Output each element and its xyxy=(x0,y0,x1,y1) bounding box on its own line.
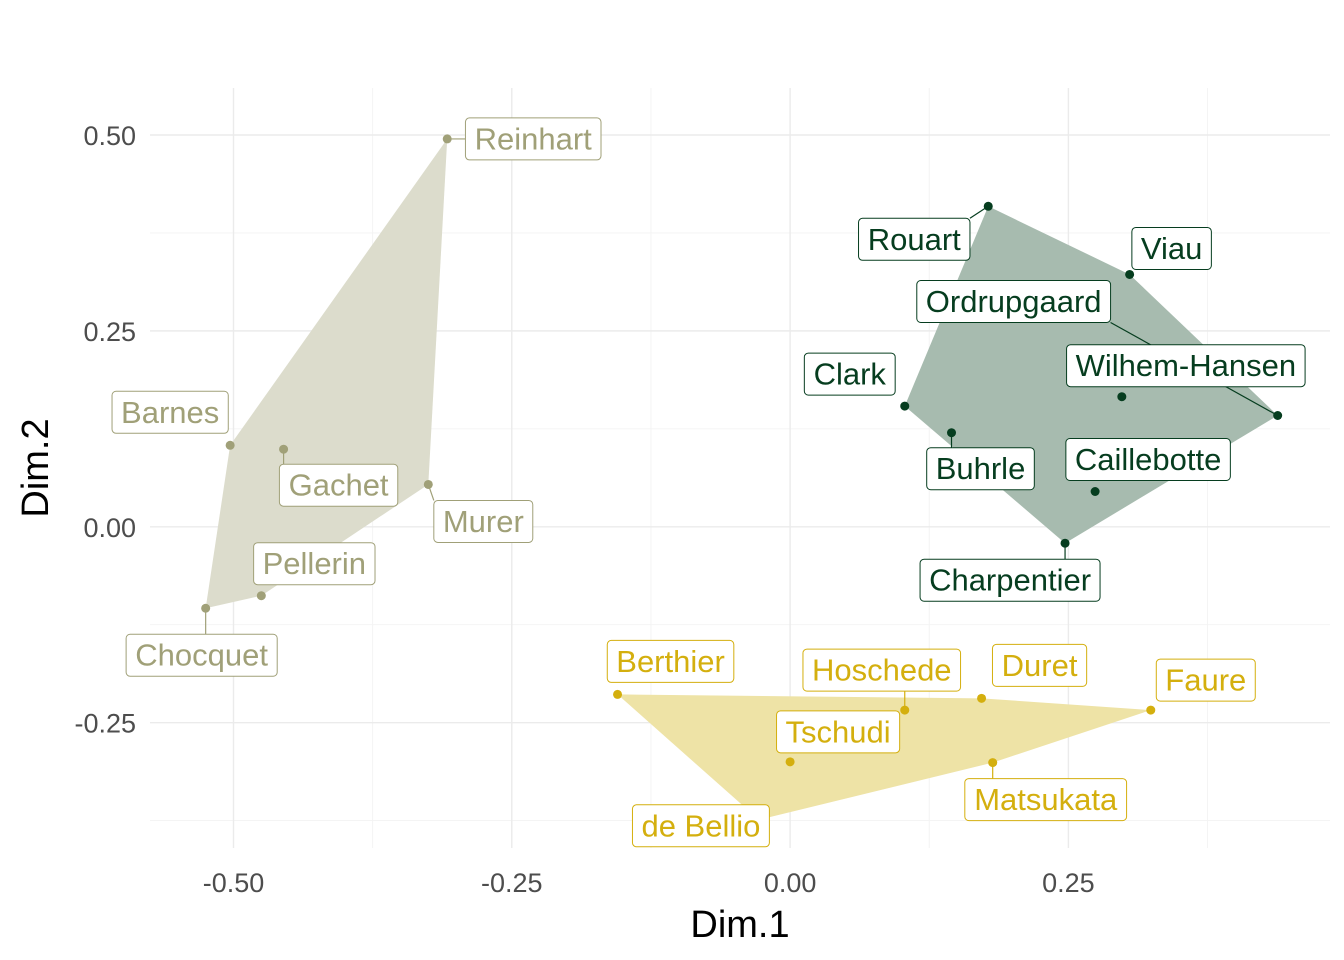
point-label-box xyxy=(1155,658,1256,702)
point-label-box xyxy=(278,463,399,507)
point-label: Rouart xyxy=(868,222,961,257)
point-label: Berthier xyxy=(616,644,725,679)
point-label-box xyxy=(433,499,534,543)
data-point xyxy=(900,401,910,411)
data-point xyxy=(1117,392,1127,402)
point-label: Ordrupgaard xyxy=(926,284,1102,319)
point-label: de Bellio xyxy=(641,808,760,843)
point-label-box xyxy=(1131,226,1212,270)
point-label-box xyxy=(916,280,1112,324)
x-tick-label: 0.00 xyxy=(764,868,817,898)
data-point xyxy=(977,693,987,703)
data-point xyxy=(983,201,993,211)
point-label: Chocquet xyxy=(135,638,268,673)
x-tick-label: -0.50 xyxy=(203,868,265,898)
point-label-box xyxy=(125,633,278,677)
point-labels: Reinhart Barnes Gachet Murer Pellerin Chocque… xyxy=(111,117,1306,848)
data-point xyxy=(1060,538,1070,548)
point-label-box xyxy=(926,447,1035,491)
data-point xyxy=(201,603,211,613)
data-point xyxy=(256,591,266,601)
data-point xyxy=(947,428,957,438)
point-label-box xyxy=(802,648,962,692)
data-point xyxy=(1125,269,1135,279)
cluster-hull xyxy=(205,138,448,609)
point-label: Buhrle xyxy=(936,451,1026,486)
cluster-hull xyxy=(617,694,1151,820)
point-label-box xyxy=(631,804,770,848)
x-tick-label: -0.25 xyxy=(481,868,543,898)
point-label: Wilhem-Hansen xyxy=(1076,348,1297,383)
point-label-box xyxy=(803,352,896,396)
point-label: Faure xyxy=(1165,663,1246,698)
data-point xyxy=(1273,411,1283,421)
point-label-box xyxy=(858,217,971,261)
data-point xyxy=(785,757,795,767)
point-label-box xyxy=(919,558,1101,602)
data-point xyxy=(1090,487,1100,497)
point-label-box xyxy=(606,639,735,683)
point-label-box xyxy=(1065,438,1231,482)
y-tick-label: -0.25 xyxy=(74,709,136,739)
data-points xyxy=(201,134,1283,825)
data-point xyxy=(900,705,910,715)
data-point xyxy=(1146,705,1156,715)
point-label-box xyxy=(253,542,376,586)
x-axis-title: Dim.1 xyxy=(690,904,789,946)
point-label: Murer xyxy=(443,504,524,539)
y-tick-label: 0.00 xyxy=(83,513,136,543)
point-label: Tschudi xyxy=(786,714,891,749)
point-label-box xyxy=(464,117,602,161)
point-label: Pellerin xyxy=(263,546,366,581)
point-label: Viau xyxy=(1141,231,1203,266)
point-label: Clark xyxy=(814,357,887,392)
point-label-box xyxy=(964,778,1128,822)
point-label-box xyxy=(776,710,901,754)
point-label-box xyxy=(1066,344,1306,388)
x-tick-label: 0.25 xyxy=(1042,868,1095,898)
y-axis-title: Dim.2 xyxy=(15,418,57,517)
point-label: Barnes xyxy=(121,395,219,430)
point-label-box xyxy=(991,643,1088,687)
point-label: Gachet xyxy=(289,468,389,503)
data-point xyxy=(442,134,452,144)
data-point xyxy=(225,440,235,450)
point-label: Matsukata xyxy=(974,782,1118,817)
point-label: Duret xyxy=(1002,648,1078,683)
point-label: Reinhart xyxy=(475,121,593,156)
point-label: Hoschede xyxy=(812,653,952,688)
point-label: Charpentier xyxy=(929,563,1091,598)
point-label: Caillebotte xyxy=(1075,442,1221,477)
data-point xyxy=(279,444,289,454)
tick-labels: -0.50 -0.25 0.00 0.25 0.50 0.25 0.00 -0.25 xyxy=(74,121,1094,898)
y-tick-label: 0.50 xyxy=(83,121,136,151)
point-label-box xyxy=(111,390,229,434)
data-point xyxy=(988,758,998,768)
data-point xyxy=(613,689,623,699)
data-point xyxy=(423,479,433,489)
y-tick-label: 0.25 xyxy=(83,317,136,347)
